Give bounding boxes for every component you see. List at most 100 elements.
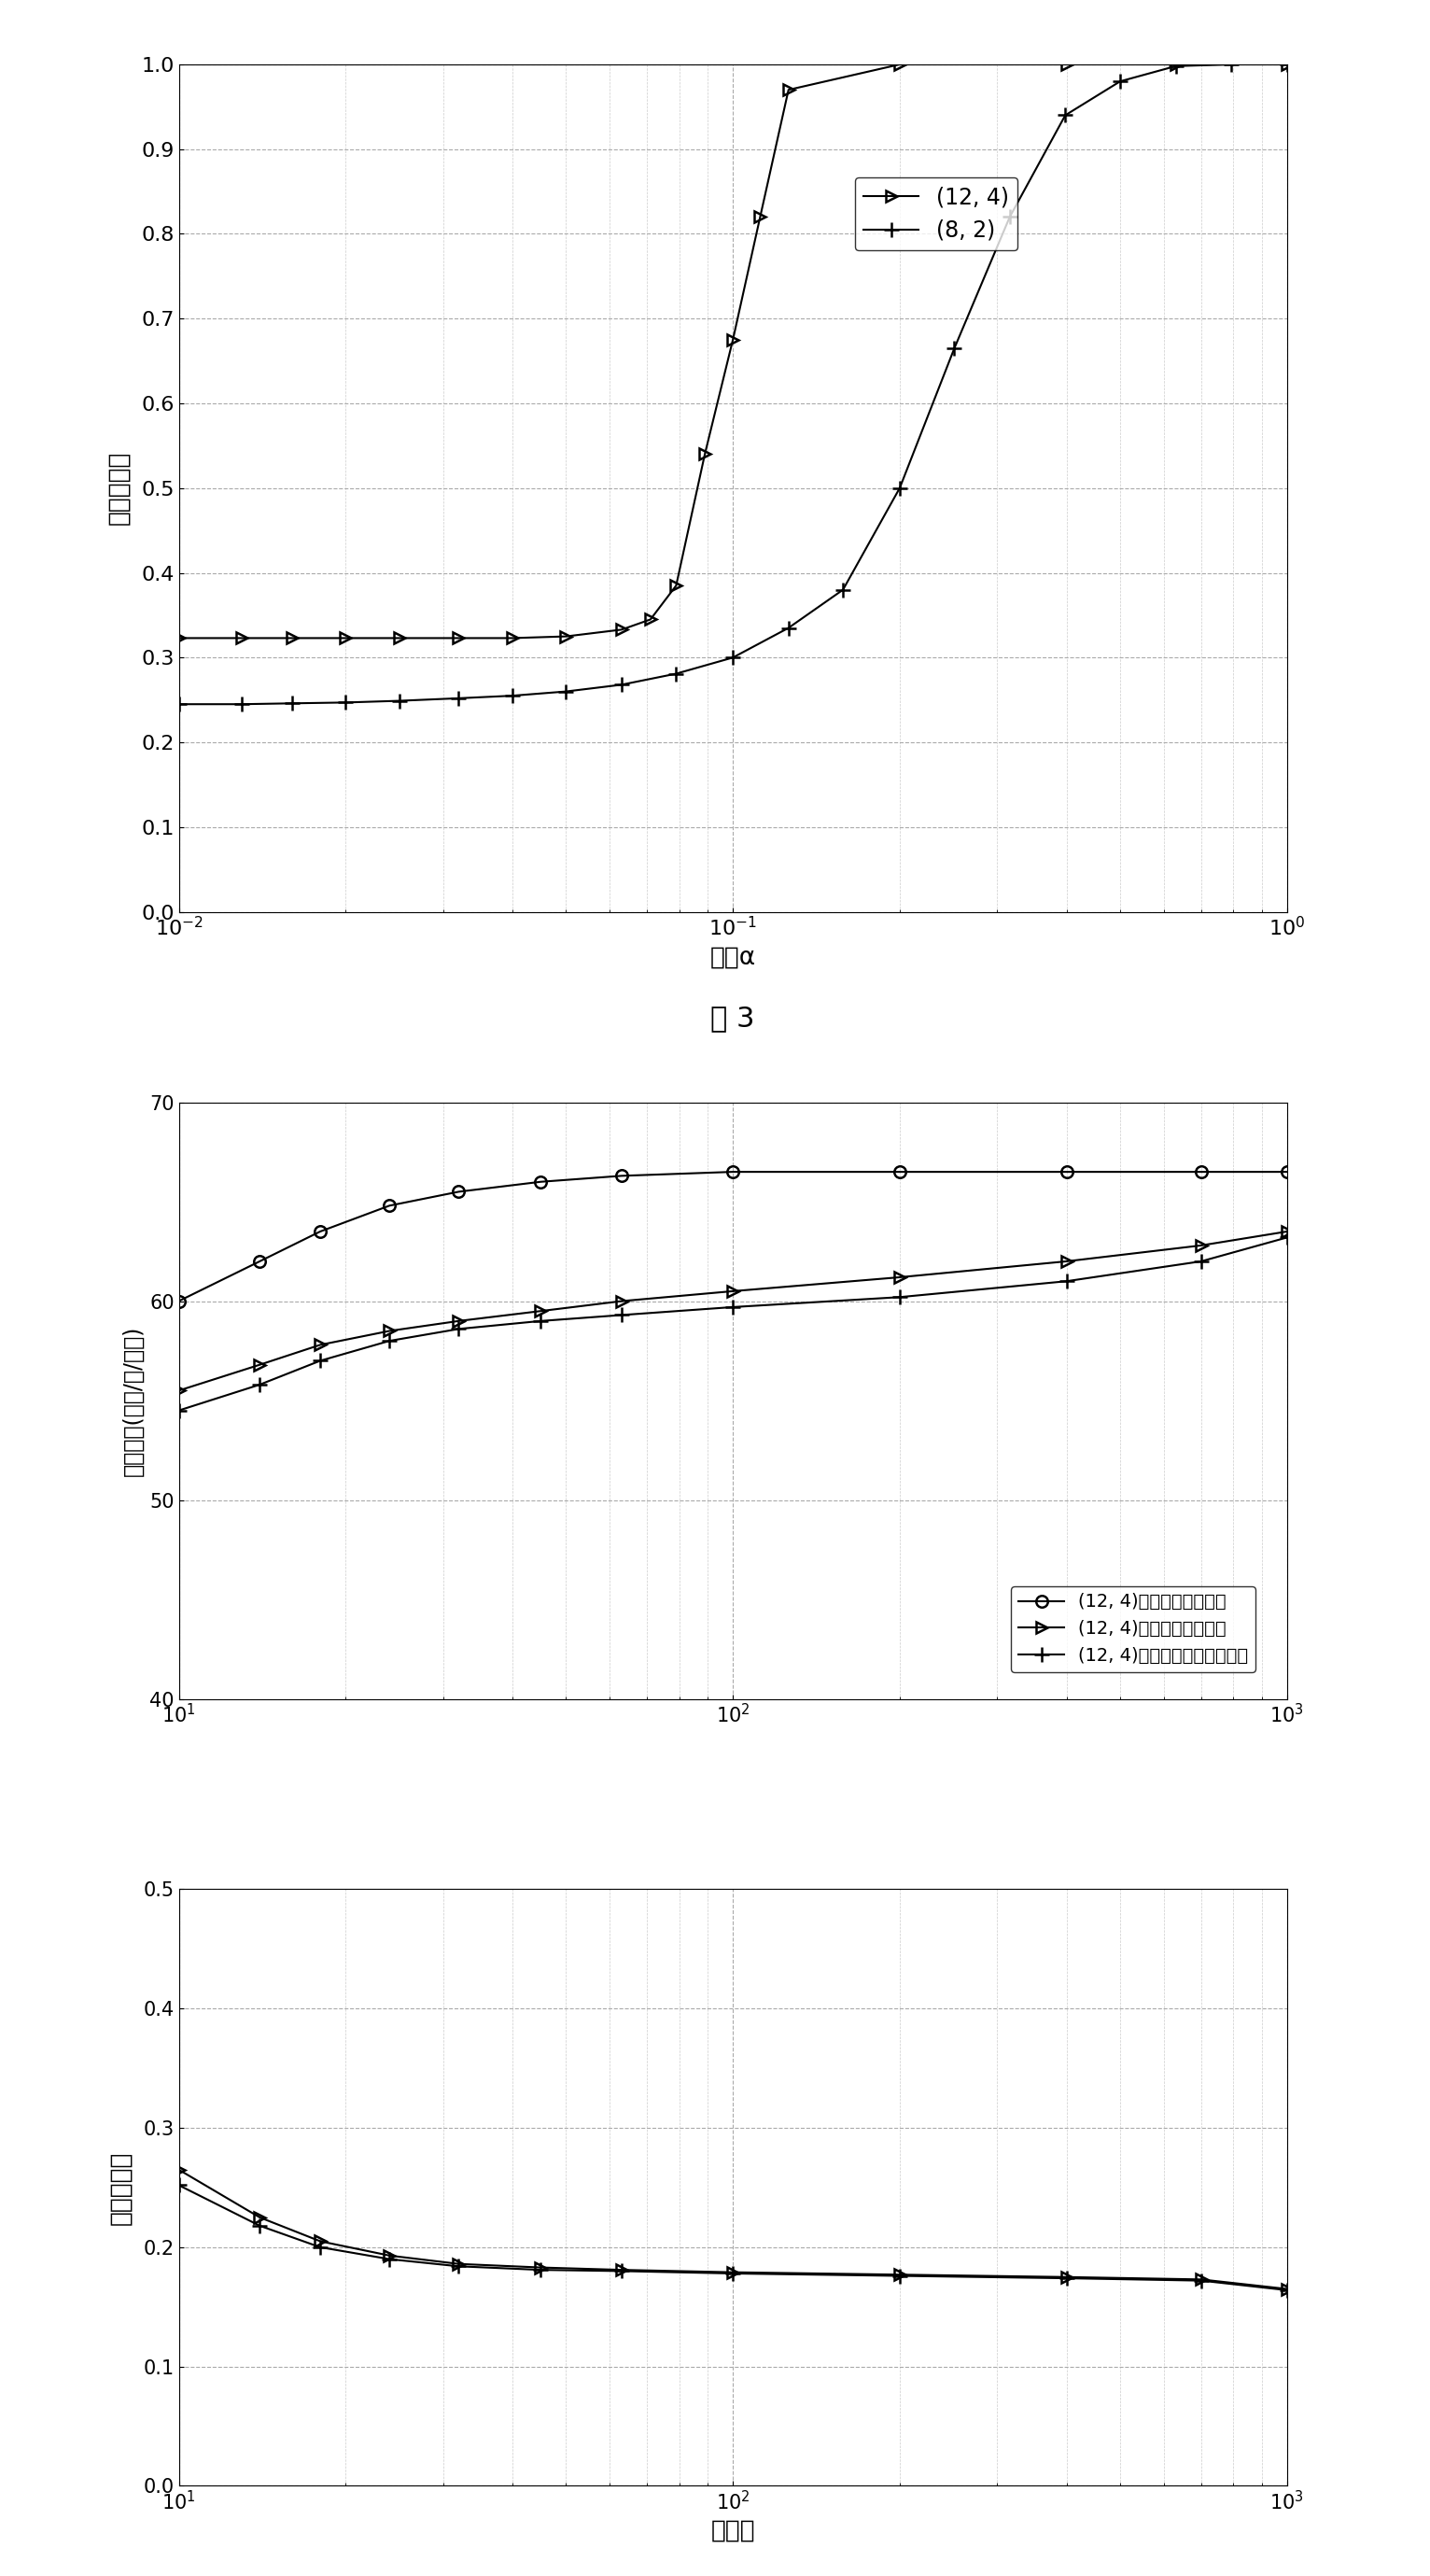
- (12, 4)改进的基于范数的算法: [1278, 1221, 1296, 1252]
- (12, 4)改进的基于范数的算法: [380, 2244, 398, 2275]
- (12, 4)原基于范数的算法: [252, 1350, 269, 1381]
- (12, 4)改进的基于范数的算法: [380, 1327, 398, 1358]
- (12, 4)改进的基于范数的算法: [891, 1283, 908, 1314]
- (12, 4)改进的基于范数的算法: [1193, 1247, 1210, 1278]
- (12, 4): [503, 623, 521, 654]
- Line: (12, 4)改进的基于范数的算法: (12, 4)改进的基于范数的算法: [172, 1231, 1294, 1417]
- (12, 4): [891, 49, 908, 80]
- (12, 4)原基于范数的算法: [312, 2226, 329, 2257]
- (12, 4): [752, 201, 769, 232]
- (8, 2): [724, 641, 741, 672]
- (12, 4): [283, 623, 300, 654]
- (12, 4)块对角化最优算法: [450, 1177, 468, 1208]
- (12, 4)改进的基于范数的算法: [724, 2259, 741, 2290]
- (12, 4)原基于范数的算法: [724, 1275, 741, 1306]
- (8, 2): [1167, 52, 1184, 82]
- (12, 4)块对角化最优算法: [170, 1285, 187, 1316]
- (12, 4)改进的基于范数的算法: [450, 2251, 468, 2282]
- (8, 2): [558, 675, 575, 706]
- (12, 4)改进的基于范数的算法: [1058, 1265, 1075, 1296]
- (12, 4)原基于范数的算法: [613, 1285, 631, 1316]
- (8, 2): [450, 683, 468, 714]
- (12, 4)原基于范数的算法: [312, 1329, 329, 1360]
- (12, 4)原基于范数的算法: [1278, 1216, 1296, 1247]
- (12, 4)块对角化最优算法: [252, 1247, 269, 1278]
- (12, 4)原基于范数的算法: [724, 2257, 741, 2287]
- (12, 4)改进的基于范数的算法: [1058, 2262, 1075, 2293]
- (12, 4)原基于范数的算法: [252, 2202, 269, 2233]
- (8, 2): [945, 332, 962, 363]
- (12, 4)原基于范数的算法: [170, 1376, 187, 1406]
- Line: [173, 59, 1293, 644]
- (12, 4): [779, 75, 797, 106]
- (12, 4)原基于范数的算法: [450, 1306, 468, 1337]
- (12, 4)块对角化最优算法: [724, 1157, 741, 1188]
- (8, 2): [1278, 49, 1296, 80]
- (12, 4)原基于范数的算法: [1193, 2264, 1210, 2295]
- (12, 4): [233, 623, 250, 654]
- (12, 4)块对角化最优算法: [380, 1190, 398, 1221]
- Line: (12, 4)块对角化最优算法: (12, 4)块对角化最优算法: [173, 1167, 1293, 1306]
- (12, 4): [668, 569, 685, 600]
- (12, 4)原基于范数的算法: [1278, 2275, 1296, 2306]
- (12, 4)原基于范数的算法: [450, 2249, 468, 2280]
- Y-axis label: 总容吐量(比特/秒/赫兹): 总容吐量(比特/秒/赫兹): [122, 1324, 144, 1476]
- (8, 2): [834, 574, 851, 605]
- (12, 4): [170, 623, 187, 654]
- Text: 图 3: 图 3: [711, 1005, 755, 1033]
- (12, 4)块对角化最优算法: [613, 1159, 631, 1190]
- (8, 2): [233, 688, 250, 719]
- (12, 4): [390, 623, 408, 654]
- (12, 4)原基于范数的算法: [891, 2259, 908, 2290]
- (12, 4)改进的基于范数的算法: [252, 2210, 269, 2241]
- (12, 4)块对角化最优算法: [312, 1216, 329, 1247]
- (12, 4)改进的基于范数的算法: [312, 1345, 329, 1376]
- (12, 4): [1167, 49, 1184, 80]
- (8, 2): [1001, 201, 1018, 232]
- (12, 4)块对角化最优算法: [532, 1167, 549, 1198]
- (12, 4)改进的基于范数的算法: [312, 2231, 329, 2262]
- (12, 4)改进的基于范数的算法: [724, 1291, 741, 1321]
- (12, 4)改进的基于范数的算法: [1193, 2264, 1210, 2295]
- (8, 2): [283, 688, 300, 719]
- (12, 4)原基于范数的算法: [170, 2154, 187, 2184]
- (12, 4)原基于范数的算法: [613, 2254, 631, 2285]
- (12, 4): [642, 603, 659, 634]
- Legend: (12, 4)块对角化最优算法, (12, 4)原基于范数的算法, (12, 4)改进的基于范数的算法: (12, 4)块对角化最优算法, (12, 4)原基于范数的算法, (12, 4…: [1011, 1587, 1256, 1672]
- (12, 4)改进的基于范数的算法: [170, 2169, 187, 2200]
- X-axis label: 用户数: 用户数: [711, 2519, 755, 2543]
- (8, 2): [503, 680, 521, 711]
- (12, 4)原基于范数的算法: [380, 2241, 398, 2272]
- (12, 4)原基于范数的算法: [532, 2251, 549, 2282]
- (8, 2): [668, 659, 685, 690]
- (12, 4): [1278, 49, 1296, 80]
- (12, 4)原基于范数的算法: [532, 1296, 549, 1327]
- (12, 4): [696, 438, 714, 469]
- (12, 4)原基于范数的算法: [1193, 1229, 1210, 1260]
- (8, 2): [390, 685, 408, 716]
- (12, 4): [613, 613, 631, 644]
- (8, 2): [1223, 49, 1240, 80]
- X-axis label: 门限α: 门限α: [709, 945, 756, 969]
- (12, 4)改进的基于范数的算法: [170, 1396, 187, 1427]
- (8, 2): [891, 471, 908, 502]
- (12, 4)原基于范数的算法: [1058, 1247, 1075, 1278]
- (8, 2): [779, 613, 797, 644]
- (12, 4): [450, 623, 468, 654]
- (12, 4)块对角化最优算法: [1278, 1157, 1296, 1188]
- Legend: (12, 4), (8, 2): (12, 4), (8, 2): [855, 178, 1018, 250]
- (8, 2): [337, 688, 355, 719]
- (12, 4)改进的基于范数的算法: [252, 1370, 269, 1401]
- (12, 4): [558, 621, 575, 652]
- (12, 4)改进的基于范数的算法: [1278, 2275, 1296, 2306]
- (12, 4)改进的基于范数的算法: [891, 2259, 908, 2290]
- (12, 4)改进的基于范数的算法: [613, 1298, 631, 1329]
- Line: (12, 4)改进的基于范数的算法: (12, 4)改进的基于范数的算法: [172, 2179, 1294, 2298]
- (8, 2): [1111, 67, 1128, 98]
- Line: [172, 57, 1294, 711]
- (8, 2): [170, 688, 187, 719]
- (8, 2): [1057, 100, 1074, 131]
- (12, 4)块对角化最优算法: [1193, 1157, 1210, 1188]
- (12, 4)原基于范数的算法: [1058, 2262, 1075, 2293]
- (12, 4)改进的基于范数的算法: [613, 2257, 631, 2287]
